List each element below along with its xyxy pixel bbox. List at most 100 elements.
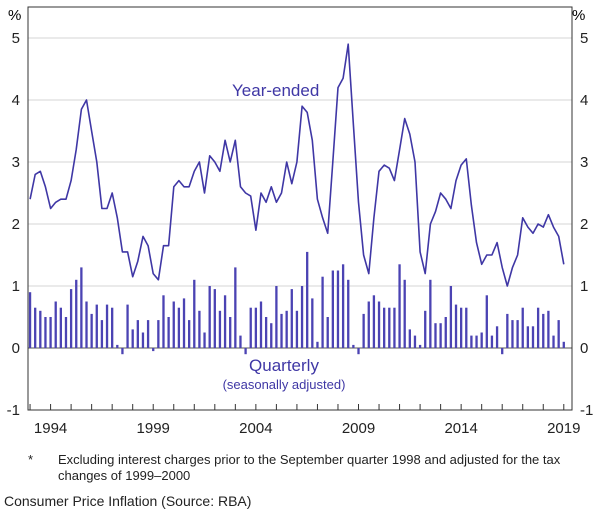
quarterly-bar (136, 320, 139, 348)
y-tick-label: 4 (580, 92, 588, 109)
quarterly-bar (172, 301, 175, 348)
quarterly-bar (69, 289, 73, 348)
x-tick-label: 2004 (239, 420, 272, 437)
quarterly-bar (557, 320, 560, 348)
quarterly-bar (54, 301, 57, 348)
quarterly-bar (516, 320, 519, 348)
quarterly-bar (95, 304, 98, 348)
footnote-text: Excluding interest charges prior to the … (58, 452, 561, 483)
y-tick-label: 0 (580, 340, 588, 357)
quarterly-bar (177, 307, 181, 348)
quarterly-bar (434, 323, 437, 348)
quarterly-label: Quarterly (249, 356, 319, 375)
y-tick-label: 3 (580, 154, 588, 171)
quarterly-bar (80, 267, 83, 348)
quarterly-bar (526, 326, 530, 348)
quarterly-bar (439, 323, 442, 348)
quarterly-bar (131, 329, 134, 348)
x-tick-label: 2014 (444, 420, 477, 437)
quarterly-bar (341, 264, 345, 348)
quarterly-bar (511, 320, 514, 348)
quarterly-bar (501, 348, 504, 355)
quarterly-bar (64, 317, 68, 348)
year-ended-label: Year-ended (232, 81, 319, 100)
quarterly-bar (408, 329, 411, 348)
quarterly-bar (157, 320, 160, 348)
quarterly-bar (403, 279, 406, 348)
quarterly-bar (198, 310, 201, 348)
y-tick-label: -1 (580, 402, 593, 419)
y-tick-label: 5 (580, 30, 588, 47)
quarterly-bar (229, 317, 232, 348)
quarterly-bar (352, 344, 355, 348)
quarterly-bar (429, 279, 432, 348)
quarterly-bar (290, 289, 293, 348)
quarterly-bar (49, 317, 52, 348)
quarterly-bar (105, 304, 109, 348)
quarterly-bar (367, 301, 370, 348)
quarterly-bar (111, 307, 114, 348)
quarterly-bar (285, 310, 288, 348)
quarterly-bar (254, 307, 258, 348)
quarterly-bar (28, 292, 32, 348)
quarterly-bar (459, 307, 463, 348)
quarterly-bar (126, 304, 129, 348)
quarterly-bar (208, 286, 211, 348)
quarterly-bar (44, 317, 47, 348)
quarterly-bar (146, 320, 150, 348)
quarterly-bar (449, 286, 453, 348)
y-unit-right: % (572, 7, 585, 24)
quarterly-bar (223, 295, 227, 348)
x-tick-label: 2019 (547, 420, 580, 437)
quarterly-bar (454, 304, 458, 348)
y-tick-label: 2 (12, 216, 20, 233)
quarterly-bar (259, 301, 263, 348)
quarterly-bar (306, 251, 309, 348)
quarterly-bar (187, 320, 191, 348)
quarterly-bar (59, 307, 62, 348)
quarterly-bar (234, 267, 237, 348)
quarterly-bar (444, 317, 447, 348)
quarterly-bar (275, 286, 278, 348)
quarterly-bar (280, 313, 283, 348)
quarterly-bar (116, 344, 119, 348)
quarterly-bar (547, 310, 550, 348)
year-ended-line (29, 43, 565, 287)
quarterly-bar (311, 298, 314, 348)
quarterly-bar (531, 326, 535, 348)
quarterly-bar (182, 298, 186, 348)
y-unit-left: % (8, 7, 21, 24)
x-axis-labels: 1994 1999 2004 2009 2014 2019 (34, 420, 581, 437)
quarterly-bar (490, 335, 494, 348)
quarterly-bar (316, 341, 319, 348)
quarterly-bar (470, 335, 473, 348)
quarterly-bar (372, 295, 376, 348)
quarterly-bar (336, 270, 340, 348)
cpi-chart: -1 0 1 2 3 4 5 -1 0 1 2 3 4 5 1994 1999 2004 2009 2014 20… (7, 6, 593, 437)
quarterly-bar (418, 344, 422, 348)
quarterly-bar (331, 270, 334, 348)
quarterly-bar (480, 332, 483, 348)
quarterly-bar (542, 313, 545, 348)
quarterly-bar (39, 310, 42, 348)
quarterly-bars (28, 251, 565, 355)
y-axis-right-labels: -1 0 1 2 3 4 5 (580, 30, 593, 419)
quarterly-bar (485, 295, 488, 348)
quarterly-bar (398, 264, 401, 348)
axis-ticks (29, 404, 565, 410)
quarterly-bar (100, 320, 104, 348)
y-tick-label: 3 (12, 154, 20, 171)
quarterly-bar (377, 301, 381, 348)
y-tick-label: 1 (12, 278, 20, 295)
footnote-marker: * (28, 452, 34, 467)
quarterly-bar (270, 323, 273, 348)
seasonally-adjusted-label: (seasonally adjusted) (223, 377, 346, 392)
quarterly-bar (321, 276, 324, 348)
x-tick-label: 2009 (342, 420, 375, 437)
quarterly-bar (244, 348, 247, 355)
quarterly-bar (193, 279, 196, 348)
quarterly-bar (162, 295, 165, 348)
quarterly-bar (249, 307, 252, 348)
plot-frame (27, 6, 573, 411)
quarterly-bar (347, 279, 350, 348)
